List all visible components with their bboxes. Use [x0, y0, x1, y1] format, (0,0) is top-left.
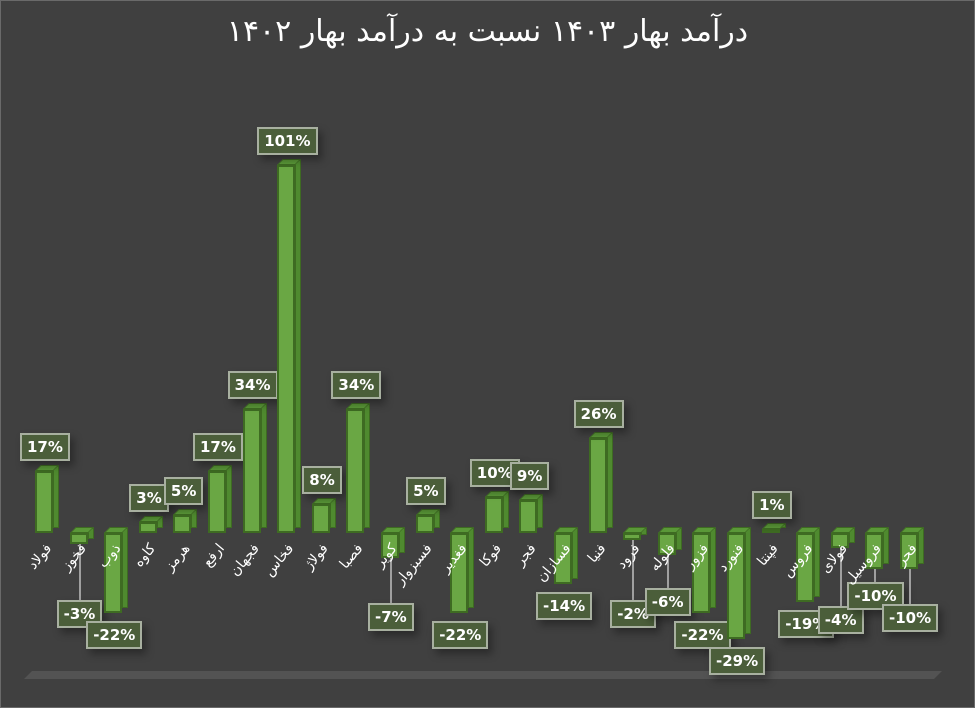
bar — [727, 533, 745, 639]
data-label: 34% — [331, 371, 382, 400]
leader-line — [632, 540, 635, 600]
bar — [588, 438, 607, 533]
leader-line — [874, 569, 877, 582]
chart-title: درآمد بهار ۱۴۰۳ نسبت به درآمد بهار ۱۴۰۲ — [226, 14, 749, 49]
bar-side — [883, 528, 890, 565]
data-label: 8% — [302, 465, 342, 494]
bar-side — [53, 466, 59, 528]
data-label: 101% — [257, 127, 318, 156]
data-label: -10% — [882, 604, 939, 632]
bar — [208, 471, 226, 533]
data-label: -7% — [368, 603, 414, 631]
bar — [104, 533, 123, 614]
bar-side — [226, 466, 232, 528]
data-label: 9% — [509, 462, 550, 491]
bar — [69, 533, 88, 544]
bar — [138, 522, 157, 533]
bar — [623, 533, 642, 541]
bar-side — [710, 528, 717, 609]
bar — [692, 533, 711, 614]
data-label: 34% — [227, 371, 278, 400]
data-label: -29% — [709, 646, 766, 675]
bar-side — [260, 404, 267, 528]
bar-side — [122, 528, 129, 609]
leader-line — [839, 547, 842, 606]
data-label: 17% — [20, 433, 70, 462]
data-label: 17% — [193, 433, 243, 462]
leader-line — [390, 558, 392, 603]
data-label: 3% — [129, 484, 169, 513]
bar-side — [502, 491, 509, 528]
data-label: -3% — [56, 600, 103, 628]
bar-side — [468, 528, 475, 609]
bar — [519, 500, 538, 533]
bar-side — [745, 528, 751, 634]
data-label: 5% — [406, 476, 446, 505]
bar-side — [606, 433, 613, 528]
bar — [35, 471, 53, 533]
bar — [796, 533, 815, 603]
data-label: 26% — [573, 400, 624, 429]
bar-side — [572, 528, 578, 579]
data-label: -22% — [674, 621, 731, 650]
data-label: 1% — [752, 491, 792, 519]
bar — [830, 533, 849, 548]
bar-side — [295, 160, 302, 528]
bar — [277, 165, 296, 533]
data-label: -22% — [432, 621, 489, 650]
bar — [657, 533, 676, 555]
leader-line — [909, 569, 911, 604]
leader-line — [666, 554, 669, 588]
bar — [761, 529, 780, 533]
bar-side — [537, 495, 544, 528]
data-label: -6% — [644, 588, 691, 616]
bar-side — [364, 404, 371, 528]
bar — [865, 533, 884, 570]
bar — [381, 533, 399, 559]
leader-line — [78, 543, 81, 600]
data-label: 5% — [163, 476, 204, 505]
bar — [346, 409, 365, 533]
data-label: -14% — [536, 591, 593, 620]
chart-floor — [24, 671, 942, 679]
data-label: -22% — [86, 621, 143, 650]
bar — [484, 496, 503, 533]
bar — [554, 533, 572, 584]
data-label: -4% — [817, 606, 864, 634]
bar — [311, 503, 330, 533]
bar — [415, 514, 434, 533]
bar — [242, 409, 261, 533]
bar — [900, 533, 918, 570]
bar — [450, 533, 469, 614]
bar-side — [918, 528, 924, 565]
bar — [173, 514, 192, 533]
